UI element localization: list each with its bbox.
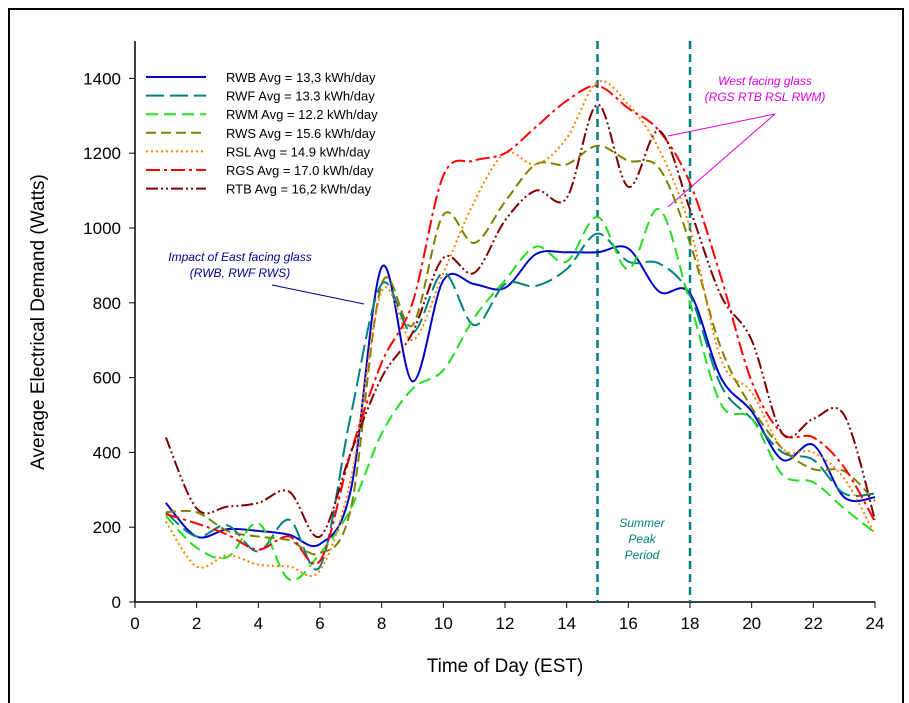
annotation: Period: [625, 548, 660, 562]
series-line: [165, 245, 876, 548]
y-tick-label: 1000: [83, 219, 121, 238]
x-tick-label: 20: [742, 614, 761, 633]
annotation: Summer: [619, 516, 665, 530]
x-tick-label: 6: [315, 614, 324, 633]
annotation: West facing glass: [718, 74, 812, 88]
arrow: [667, 113, 776, 208]
x-tick-label: 8: [377, 614, 386, 633]
legend-label: RWB Avg = 13,3 kWh/day: [226, 70, 376, 85]
y-axis-title: Average Electrical Demand (Watts): [28, 174, 49, 470]
series-line: [165, 232, 876, 571]
legend-label: RWF Avg = 13.3 kWh/day: [226, 89, 375, 104]
x-tick-label: 22: [804, 614, 823, 633]
y-tick-label: 1200: [83, 144, 121, 163]
x-tick-label: 2: [192, 614, 201, 633]
x-axis-title: Time of Day (EST): [427, 656, 584, 677]
legend-label: RSL Avg = 14.9 kWh/day: [226, 144, 371, 159]
x-tick-label: 0: [130, 614, 139, 633]
x-tick-label: 16: [619, 614, 638, 633]
series-line: [165, 144, 876, 556]
annotation: Peak: [628, 532, 656, 546]
series-line: [164, 80, 876, 577]
arrow: [271, 284, 365, 305]
y-tick-label: 400: [93, 443, 121, 462]
y-tick-label: 0: [112, 593, 121, 612]
x-tick-label: 4: [254, 614, 263, 633]
series-line: [164, 103, 876, 538]
arrow: [667, 113, 776, 137]
series-line: [165, 208, 876, 582]
legend-label: RWS Avg = 15.6 kWh/day: [226, 126, 376, 141]
x-tick-label: 18: [681, 614, 700, 633]
x-tick-label: 12: [496, 614, 515, 633]
annotation: Impact of East facing glass: [168, 250, 311, 264]
annotations: West facing glass (RGS RTB RSL RWM) Impa…: [168, 74, 825, 562]
annotation: (RGS RTB RSL RWM): [705, 90, 826, 104]
y-tick-label: 800: [93, 294, 121, 313]
x-tick-label: 24: [866, 614, 885, 633]
y-tick-label: 1400: [83, 69, 121, 88]
y-tick-label: 200: [93, 518, 121, 537]
series-line: [165, 84, 876, 565]
y-tick-label: 600: [93, 369, 121, 388]
legend-label: RTB Avg = 16,2 kWh/day: [226, 182, 372, 197]
legend-label: RWM Avg = 12.2 kWh/day: [226, 107, 378, 122]
x-tick-label: 10: [434, 614, 453, 633]
annotation: (RWB, RWF RWS): [190, 266, 290, 280]
legend-label: RGS Avg = 17.0 kWh/day: [226, 163, 374, 178]
x-tick-label: 14: [557, 614, 576, 633]
frame: [8, 8, 904, 703]
